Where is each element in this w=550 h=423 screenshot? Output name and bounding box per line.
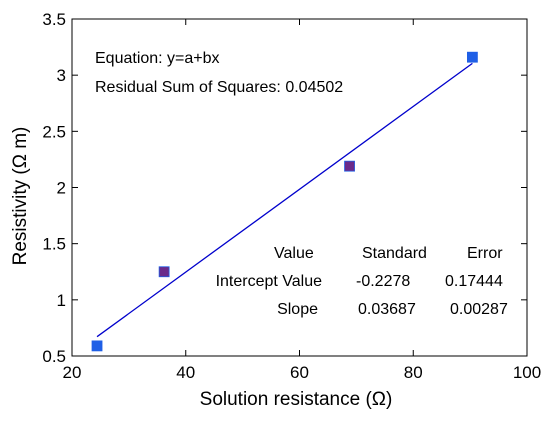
x-tick-label: 100 — [513, 363, 541, 382]
x-tick-label: 60 — [290, 363, 309, 382]
stats-table: Value Standard Error Intercept Value -0.… — [216, 245, 508, 318]
y-tick-label: 1 — [57, 291, 66, 310]
stats-intercept-error: 0.17444 — [445, 273, 503, 290]
stats-slope-value: 0.03687 — [358, 301, 416, 318]
fit-line — [96, 62, 473, 338]
stats-row-label-slope: Slope — [277, 301, 318, 318]
y-tick-label: 0.5 — [42, 347, 66, 366]
x-axis-label: Solution resistance (Ω) — [200, 389, 393, 410]
x-tick-label: 20 — [63, 363, 82, 382]
y-tick-label: 3 — [57, 66, 66, 85]
stats-row-label-intercept: Intercept Value — [216, 273, 323, 290]
y-tick-label: 3.5 — [42, 10, 66, 29]
stats-header-standard: Standard — [362, 245, 427, 262]
y-axis-label: Resistivity (Ω m) — [10, 127, 31, 266]
stats-slope-error: 0.00287 — [450, 301, 508, 318]
axis-ticks: 20 40 60 80 100 0.5 1 1.5 2 2.5 3 3.5 — [42, 10, 541, 382]
fit-line-group — [96, 62, 473, 338]
stats-header-error: Error — [467, 245, 503, 262]
data-point — [466, 51, 478, 63]
data-point — [158, 266, 170, 278]
data-points — [91, 51, 478, 352]
y-tick-label: 2.5 — [42, 122, 66, 141]
y-tick-label: 1.5 — [42, 235, 66, 254]
stats-header-value: Value — [274, 245, 314, 262]
stats-intercept-value: -0.2278 — [356, 273, 410, 290]
data-point — [91, 340, 103, 352]
x-tick-label: 80 — [404, 363, 423, 382]
x-tick-label: 40 — [176, 363, 195, 382]
data-point — [344, 160, 355, 172]
y-tick-label: 2 — [57, 179, 66, 198]
equation-annotation: Equation: y=a+bx — [95, 50, 220, 67]
rss-annotation: Residual Sum of Squares: 0.04502 — [95, 79, 343, 96]
